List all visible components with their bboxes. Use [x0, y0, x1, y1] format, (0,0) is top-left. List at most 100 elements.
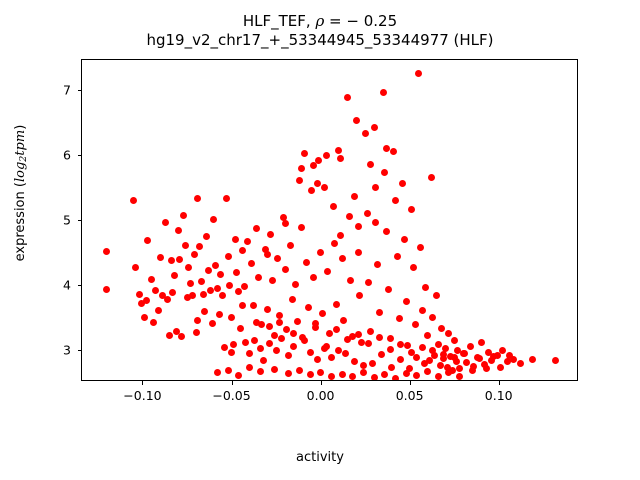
data-point [274, 254, 282, 262]
data-point [420, 360, 428, 368]
data-point [438, 325, 446, 333]
data-point [162, 219, 170, 227]
data-point [333, 325, 341, 333]
data-point [283, 326, 291, 334]
data-point [263, 306, 271, 314]
y-label-log: log [12, 161, 28, 183]
data-point [263, 250, 271, 258]
data-point [365, 340, 373, 348]
data-point [418, 306, 426, 314]
data-point [361, 129, 369, 137]
data-point [443, 364, 451, 372]
data-point [231, 235, 239, 243]
data-point [343, 93, 351, 101]
data-point [335, 147, 343, 155]
data-point [375, 334, 383, 342]
data-point [452, 357, 460, 365]
data-point [416, 244, 424, 252]
data-point [367, 327, 375, 335]
data-point [290, 330, 298, 338]
data-point [335, 347, 343, 355]
data-point [235, 287, 243, 295]
data-point [343, 336, 351, 344]
x-axis-tick-label: 0.05 [395, 388, 424, 403]
data-point [488, 356, 496, 364]
data-point [290, 342, 298, 350]
data-point [164, 295, 171, 303]
data-point [228, 313, 236, 321]
data-point [322, 151, 330, 159]
y-label-subscript: 2 [18, 155, 30, 162]
x-axis-tick [498, 381, 500, 385]
data-point [429, 347, 437, 355]
data-point [229, 341, 237, 349]
data-point [194, 195, 202, 203]
data-point [449, 366, 457, 374]
data-point [135, 290, 143, 298]
data-point [356, 291, 364, 299]
data-point [304, 304, 312, 312]
data-point [297, 224, 305, 232]
data-point [441, 344, 449, 352]
data-point [331, 239, 339, 247]
data-point [336, 232, 344, 240]
data-point [352, 117, 360, 125]
data-point [176, 255, 184, 263]
data-point [461, 350, 469, 358]
data-point [235, 371, 243, 379]
data-point [440, 355, 448, 363]
data-point [171, 272, 179, 280]
data-point [288, 296, 296, 304]
data-point [224, 366, 232, 374]
data-point [345, 212, 353, 220]
data-point [424, 332, 432, 340]
data-point [192, 328, 200, 336]
data-point [292, 281, 300, 289]
data-point [281, 220, 289, 228]
data-point [484, 348, 492, 356]
data-point [409, 263, 417, 271]
data-point [261, 245, 269, 253]
data-point [359, 369, 367, 377]
data-point [276, 312, 284, 319]
y-label-prefix: expression ( [12, 182, 28, 262]
data-point [167, 257, 175, 265]
data-point [278, 335, 285, 343]
data-point [318, 310, 326, 318]
data-point [351, 358, 359, 366]
data-point [310, 273, 318, 281]
title-line-1: HLF_TEF, ρ = − 0.25 [0, 12, 640, 31]
data-point [253, 225, 261, 233]
data-point [131, 264, 139, 272]
data-point [489, 353, 497, 361]
data-point [397, 355, 405, 363]
data-point [265, 323, 273, 331]
data-point [295, 177, 303, 185]
data-point [368, 359, 376, 367]
data-point [338, 255, 346, 263]
data-point [383, 144, 391, 152]
data-point [372, 218, 380, 226]
data-point [294, 317, 302, 325]
data-point [165, 332, 173, 340]
data-point [497, 363, 505, 371]
data-point [477, 339, 485, 347]
data-point [383, 227, 391, 235]
data-point [260, 356, 268, 364]
data-point [529, 356, 537, 364]
y-axis-tick-label: 7 [63, 82, 71, 98]
data-point [400, 236, 408, 244]
data-point [130, 197, 138, 205]
data-point [174, 226, 182, 234]
data-point [203, 233, 211, 241]
x-axis-tick [409, 381, 411, 385]
data-point [188, 291, 196, 299]
data-point [327, 372, 335, 380]
data-point [424, 368, 432, 376]
data-point [365, 279, 373, 287]
data-point [431, 351, 439, 359]
data-point [436, 362, 444, 370]
data-point [329, 203, 337, 211]
data-point [301, 150, 309, 158]
